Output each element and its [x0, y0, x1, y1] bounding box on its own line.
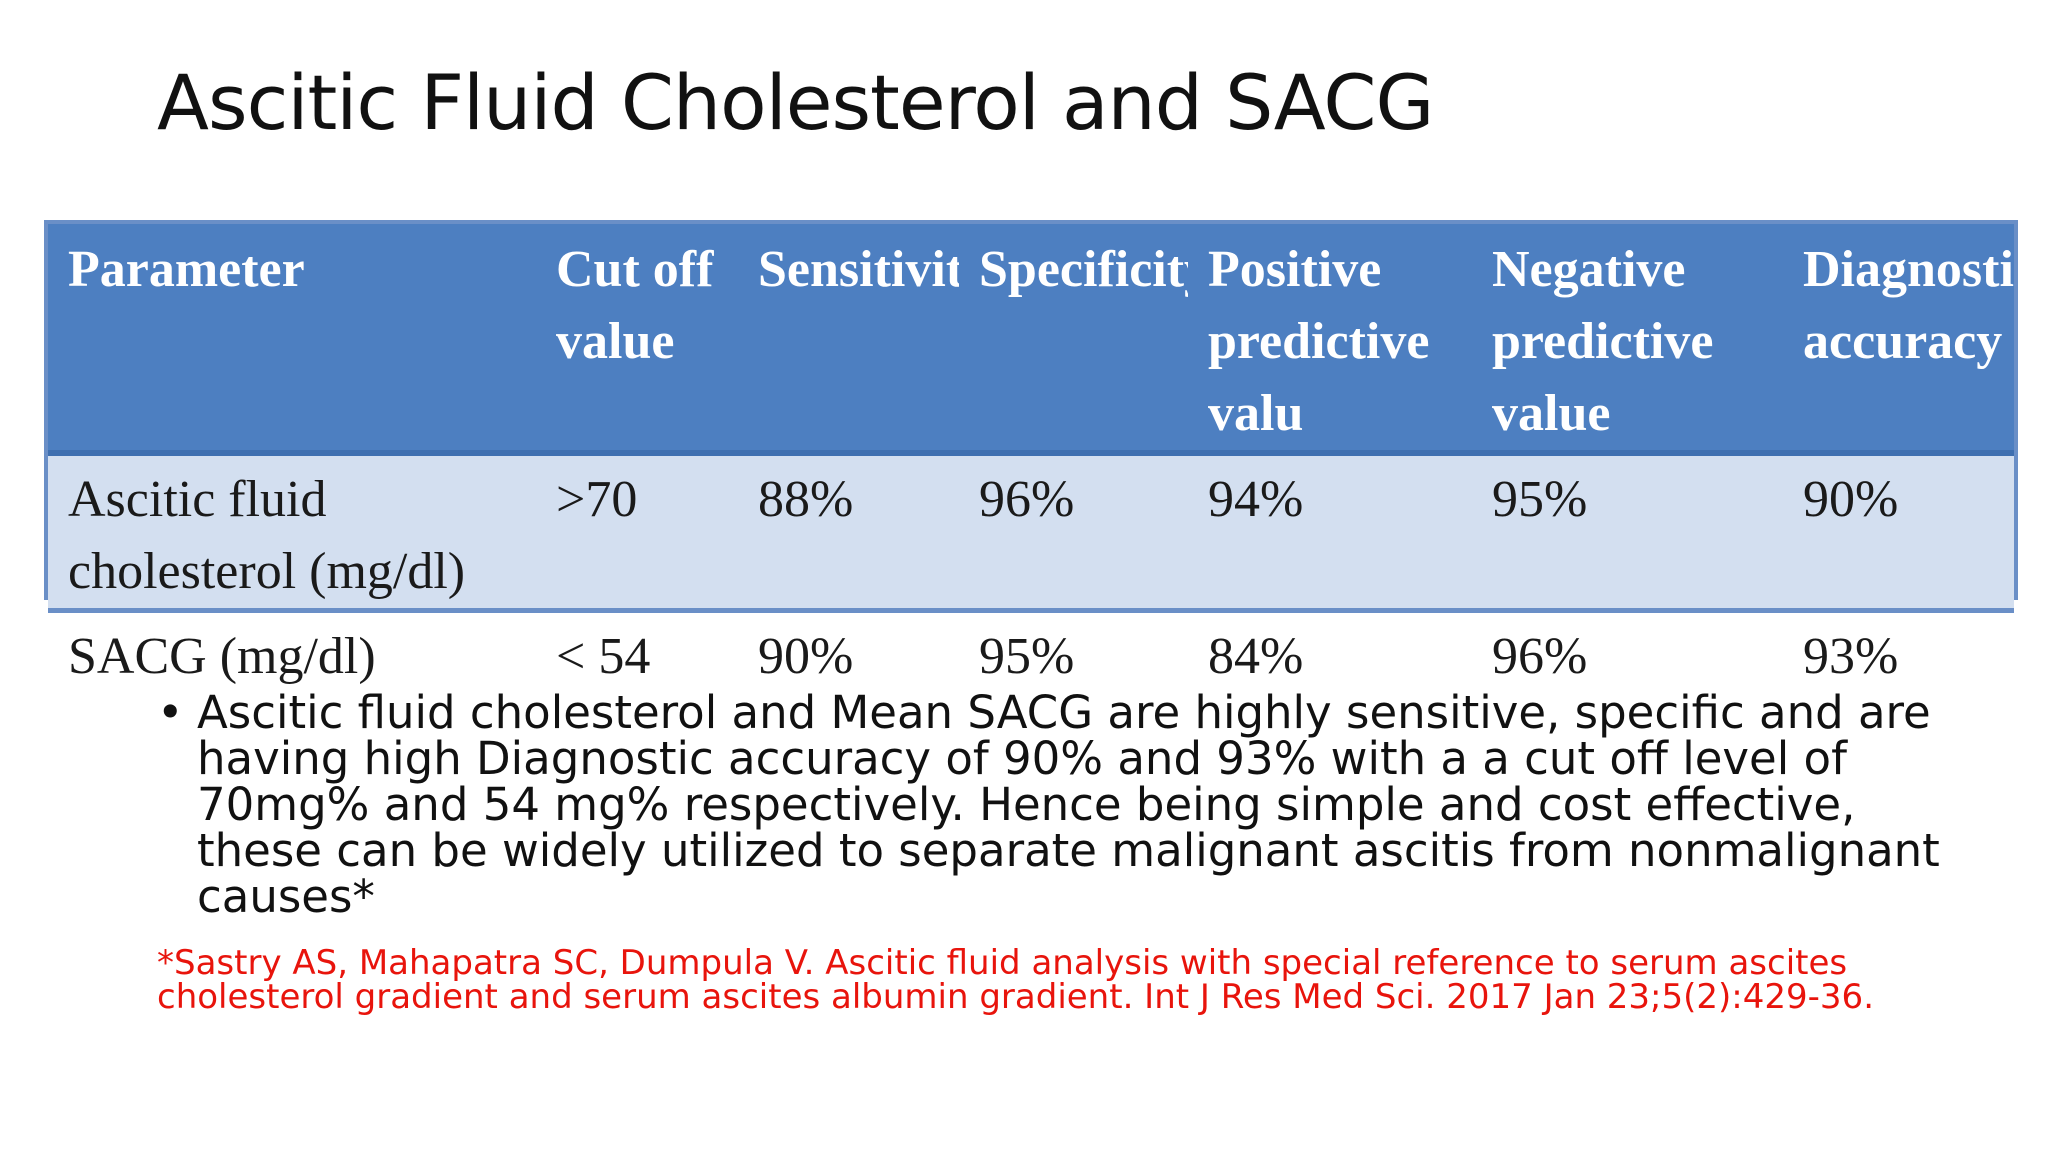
table-row: SACG (mg/dl) < 54 90% 95% 84% 96% 93% [48, 610, 2014, 693]
table-row: Ascitic fluid cholesterol (mg/dl) >70 88… [48, 453, 2014, 613]
cell-cutoff: >70 [536, 453, 738, 613]
cell-cutoff: < 54 [556, 628, 651, 685]
header-parameter: Parameter [48, 224, 536, 456]
cell-specificity: 95% [979, 628, 1075, 685]
cell-sensitivity: 90% [758, 628, 854, 685]
bullet-item: • Ascitic fluid cholesterol and Mean SAC… [157, 690, 1957, 920]
cell-accuracy: 90% [1783, 453, 2014, 613]
table-header-row: Parameter Cut off value Sensitivity Spec… [48, 224, 2014, 456]
bullet-dot-icon: • [157, 686, 184, 739]
header-cutoff: Cut off value [536, 224, 738, 456]
cell-ppv: 84% [1208, 628, 1304, 685]
cell-sensitivity: 88% [738, 453, 959, 613]
cell-accuracy: 93% [1803, 628, 1899, 685]
cell-specificity: 96% [959, 453, 1188, 613]
bullet-text: Ascitic fluid cholesterol and Mean SACG … [197, 686, 1940, 923]
cell-npv: 95% [1472, 453, 1783, 613]
results-table-grid: Parameter Cut off value Sensitivity Spec… [48, 224, 2014, 693]
cell-parameter: Ascitic fluid cholesterol (mg/dl) [48, 453, 536, 613]
header-accuracy: Diagnostic accuracy [1783, 224, 2014, 456]
header-sensitivity: Sensitivity [738, 224, 959, 456]
header-ppv: Positive predictive valu [1188, 224, 1472, 456]
cell-npv: 96% [1492, 628, 1588, 685]
bullet-list: • Ascitic fluid cholesterol and Mean SAC… [157, 690, 1957, 920]
slide-title: Ascitic Fluid Cholesterol and SACG [157, 58, 1434, 147]
results-table: Parameter Cut off value Sensitivity Spec… [44, 220, 2018, 693]
header-npv: Negative predictive value [1472, 224, 1783, 456]
cell-parameter: SACG (mg/dl) [68, 628, 376, 685]
cell-ppv: 94% [1188, 453, 1472, 613]
reference-citation: *Sastry AS, Mahapatra SC, Dumpula V. Asc… [157, 943, 1874, 1017]
header-specificity: Specificity [959, 224, 1188, 456]
